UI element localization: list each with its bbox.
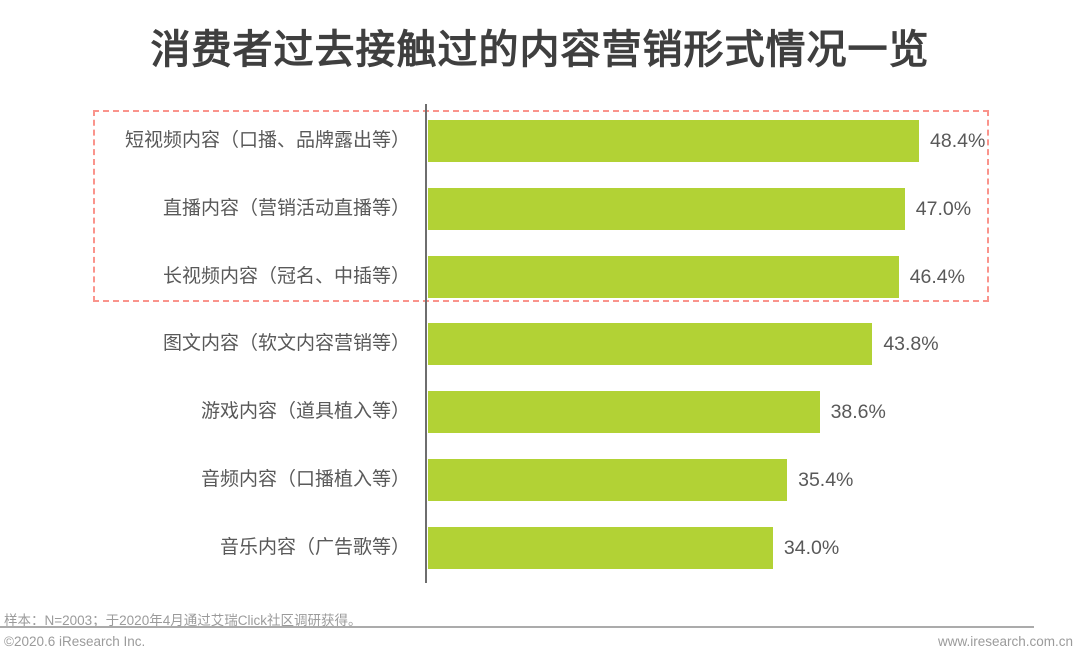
bar bbox=[428, 120, 919, 162]
category-label: 游戏内容（道具植入等） bbox=[200, 401, 410, 423]
category-label: 音乐内容（广告歌等） bbox=[219, 536, 410, 558]
bar-row: 游戏内容（道具植入等） 38.6% bbox=[0, 391, 1080, 434]
website-url: www.iresearch.com.cn bbox=[937, 634, 1073, 649]
bar-row: 音乐内容（广告歌等） 34.0% bbox=[0, 526, 1080, 569]
bar bbox=[428, 526, 773, 569]
category-label: 长视频内容（冠名、中插等） bbox=[162, 265, 410, 287]
value-label: 48.4% bbox=[930, 130, 986, 152]
value-label: 34.0% bbox=[783, 536, 840, 559]
category-label: 直播内容（营销活动直播等） bbox=[162, 197, 410, 219]
bar-row: 长视频内容（冠名、中插等） 46.4% bbox=[0, 255, 1080, 298]
copyright-text: ©2020.6 iResearch Inc. bbox=[4, 634, 146, 649]
bar-row: 音频内容（口播植入等） 35.4% bbox=[0, 458, 1080, 501]
sample-note: 样本：N=2003；于2020年4月通过艾瑞Click社区调研获得。 bbox=[4, 613, 362, 628]
category-label: 图文内容（软文内容营销等） bbox=[162, 333, 410, 355]
y-axis-line bbox=[425, 104, 427, 583]
highlight-dashed-box bbox=[93, 110, 989, 302]
value-label: 35.4% bbox=[798, 468, 854, 491]
bar bbox=[428, 323, 873, 366]
bar bbox=[428, 458, 788, 501]
bar bbox=[428, 255, 899, 298]
category-label: 短视频内容（口播、品牌露出等） bbox=[124, 130, 410, 151]
bar-row: 短视频内容（口播、品牌露出等） 48.4% bbox=[0, 120, 1080, 162]
value-label: 38.6% bbox=[830, 401, 886, 424]
value-label: 47.0% bbox=[915, 197, 972, 220]
bar-row: 图文内容（软文内容营销等） 43.8% bbox=[0, 323, 1080, 366]
page-title: 消费者过去接触过的内容营销形式情况一览 bbox=[150, 28, 930, 72]
bar-rows-container: 短视频内容（口播、品牌露出等） 48.4% 直播内容（营销活动直播等） 47.0… bbox=[0, 120, 1080, 569]
value-label: 46.4% bbox=[909, 265, 965, 288]
value-label: 43.8% bbox=[883, 333, 939, 356]
category-label: 音频内容（口播植入等） bbox=[200, 468, 410, 490]
bar-row: 直播内容（营销活动直播等） 47.0% bbox=[0, 187, 1080, 230]
bar bbox=[428, 187, 905, 230]
bar bbox=[428, 391, 820, 434]
footer-divider bbox=[0, 626, 1034, 628]
